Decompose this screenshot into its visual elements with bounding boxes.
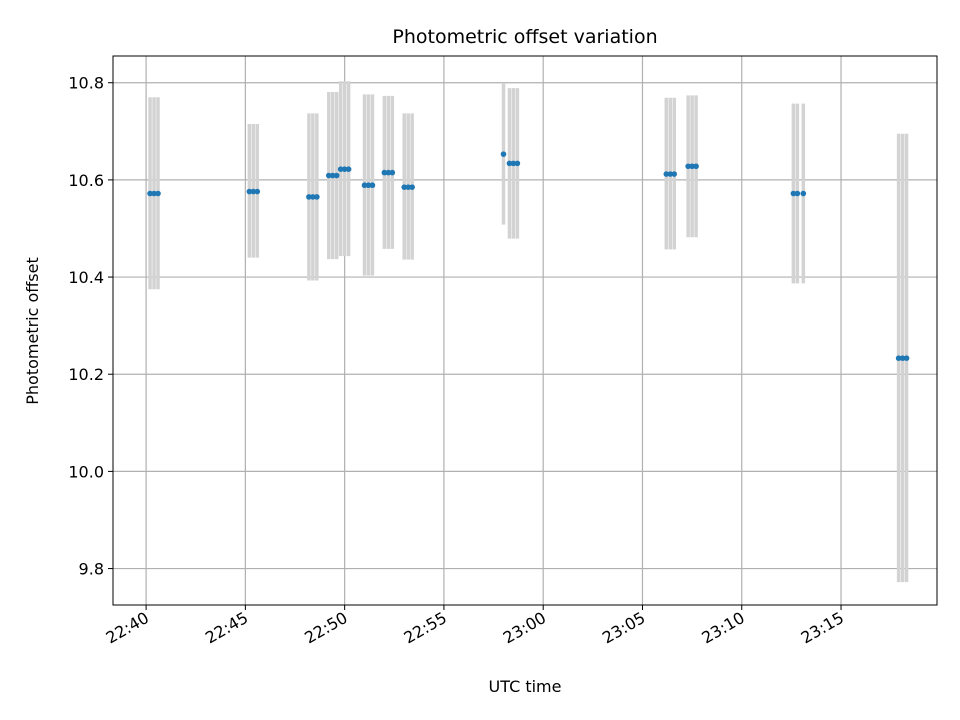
data-point (246, 188, 253, 195)
data-point (663, 171, 670, 177)
error-bars (148, 81, 909, 583)
chart-title: Photometric offset variation (392, 26, 657, 48)
data-point (405, 184, 411, 190)
data-point (685, 163, 691, 170)
data-point (409, 184, 415, 190)
x-axis-label: UTC time (489, 677, 562, 696)
data-point (500, 151, 507, 157)
data-point (314, 194, 320, 200)
data-point (667, 171, 674, 177)
data-point (365, 182, 372, 189)
data-point (381, 169, 388, 176)
data-point (895, 355, 902, 361)
data-points (147, 151, 910, 361)
x-tick-label: 22:55 (400, 608, 449, 648)
data-point (310, 194, 316, 200)
data-point (333, 172, 340, 179)
data-point (389, 169, 396, 176)
x-tick-label: 23:00 (500, 608, 549, 648)
grid-lines (113, 56, 937, 605)
data-point (345, 166, 352, 173)
x-tick-label: 22:40 (103, 608, 152, 648)
y-axis-label: Photometric offset (23, 257, 42, 405)
data-point (325, 172, 332, 179)
data-point (369, 182, 376, 189)
x-tick-label: 22:45 (202, 608, 251, 648)
data-point (385, 169, 392, 176)
data-point (155, 190, 161, 197)
data-point (693, 163, 699, 170)
data-point (329, 172, 336, 179)
data-point (306, 194, 312, 200)
data-point (337, 166, 344, 173)
data-point (254, 188, 261, 195)
data-point (506, 160, 513, 167)
data-point (151, 190, 157, 197)
y-tick-label: 10.2 (68, 365, 104, 384)
y-tick-label: 10.8 (68, 74, 104, 93)
plot-frame (112, 55, 938, 606)
x-tick-label: 23:15 (798, 608, 847, 648)
data-point (790, 190, 797, 197)
data-point (250, 188, 257, 195)
data-point (903, 355, 910, 361)
x-tick-label: 23:05 (599, 608, 648, 648)
y-tick-label: 9.8 (79, 560, 104, 579)
y-tick-label: 10.0 (68, 462, 104, 481)
y-tick-label: 10.4 (68, 268, 104, 287)
data-point (341, 166, 348, 173)
data-point (689, 163, 695, 170)
data-point (794, 190, 801, 197)
data-point (401, 184, 408, 190)
y-tick-label: 10.6 (68, 171, 104, 190)
data-point (800, 190, 807, 197)
axis-ticks: 22:40 22:45 22:50 22:55 23:00 23:05 23:10 23:15… (68, 74, 847, 648)
data-point (671, 171, 678, 177)
x-tick-label: 23:10 (698, 608, 747, 648)
data-point (510, 160, 517, 167)
data-point (899, 355, 906, 361)
x-tick-label: 22:50 (301, 608, 350, 648)
data-point (514, 160, 521, 167)
data-point (147, 190, 153, 197)
data-point (361, 182, 368, 189)
